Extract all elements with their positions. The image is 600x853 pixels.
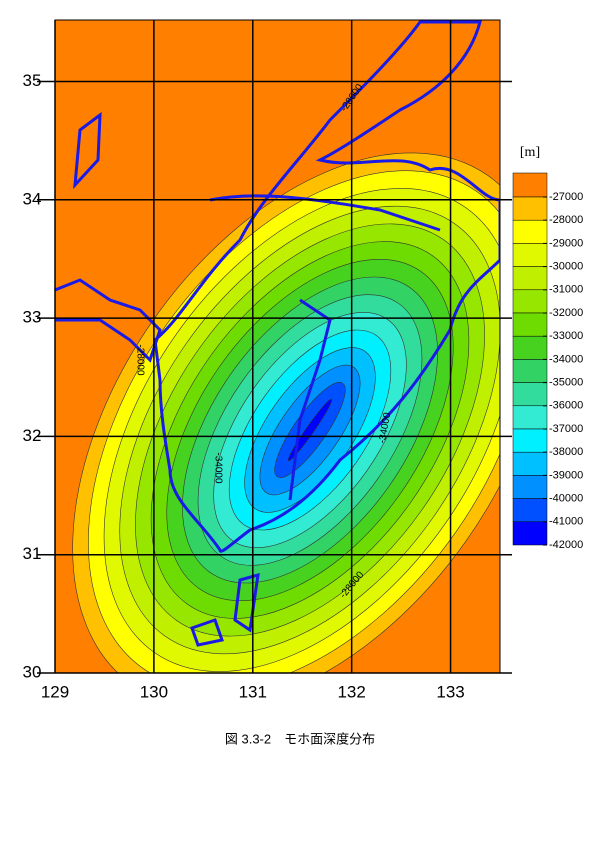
depth-field [55,20,500,673]
x-tick-label: 130 [140,682,168,701]
colorbar-label: -41000 [549,516,583,528]
colorbar-label: -40000 [549,493,583,505]
colorbar-swatch [512,405,548,430]
colorbar-label: -38000 [549,446,583,458]
colorbar-swatch [512,451,548,476]
contour-label: -34000 [212,452,223,484]
y-tick-label: 30 [23,662,42,681]
colorbar-label: -39000 [549,469,583,481]
y-tick-label: 33 [23,308,42,327]
colorbar-label: -29000 [549,237,583,249]
y-tick-label: 35 [23,71,42,90]
colorbar-label: -30000 [549,261,583,273]
coastline [55,278,162,363]
x-tick-label: 132 [337,682,365,701]
colorbar-swatch [512,243,548,267]
colorbar-swatch [512,498,548,523]
island [73,111,102,190]
colorbar-swatch [512,172,548,198]
colorbar-label: -31000 [549,284,583,296]
colorbar-swatch [512,196,548,221]
colorbar-swatch [512,312,548,337]
y-tick-label: 31 [23,544,42,563]
prefecture-border [288,298,332,501]
colorbar-label: -34000 [549,353,583,365]
colorbar-swatch [512,359,548,383]
colorbar-label: -33000 [549,330,583,342]
colorbar-swatch [512,521,548,546]
x-tick-label: 131 [239,682,267,701]
colorbar: -27000 -28000 -29000 -30000 -31000 -32000 -330… [512,172,583,551]
colorbar-label: -42000 [549,539,583,551]
colorbar-swatch [512,475,548,499]
coastline [153,20,500,553]
colorbar-swatch [512,266,548,291]
prefecture-border [209,194,441,232]
colorbar-label: -36000 [549,400,583,412]
plot-frame [54,19,501,674]
contour-label: -28000 [134,344,145,376]
coastlines [55,20,500,647]
colorbar-label: -32000 [549,307,583,319]
colorbar-swatch [512,428,548,453]
colorbar-swatch [512,335,548,360]
contour-label: -34000 [377,411,393,444]
colorbar-label: -28000 [549,214,583,226]
colorbar-label: -37000 [549,423,583,435]
colorbar-swatch [512,219,548,244]
x-tick-label: 129 [41,682,69,701]
colorbar-swatch [512,382,548,407]
x-tick-label: 133 [436,682,464,701]
depth-band [287,398,333,462]
island [190,618,224,647]
colorbar-unit: [m] [520,145,540,160]
colorbar-swatch [512,289,548,314]
y-tick-label: 34 [23,189,42,208]
y-tick-label: 32 [23,426,42,445]
island [233,572,260,633]
colorbar-label: -27000 [549,191,583,203]
caption: 図 3.3-2 モホ面深度分布 [225,731,375,746]
colorbar-label: -35000 [549,377,583,389]
